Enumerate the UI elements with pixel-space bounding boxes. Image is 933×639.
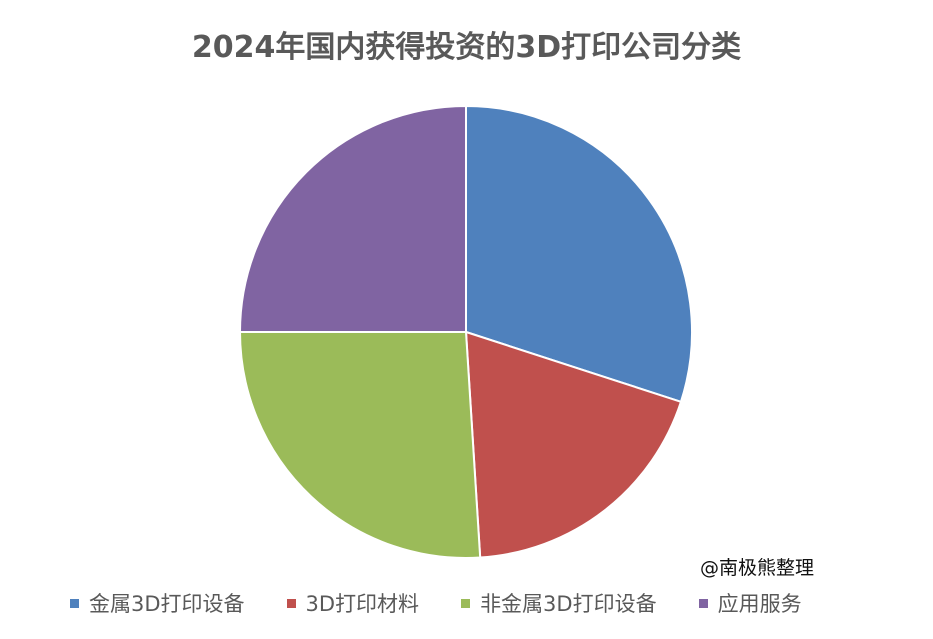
pie-chart [238, 104, 693, 559]
pie-slice-3 [238, 104, 467, 333]
legend-label: 金属3D打印设备 [89, 592, 245, 616]
pie-slice-0 [465, 104, 693, 404]
pie-slice-1 [464, 330, 683, 559]
legend-item-3: 应用服务 [698, 588, 802, 618]
pie-slice-2 [238, 331, 482, 559]
watermark-text: @南极熊整理 [700, 557, 815, 579]
chart-title: 2024年国内获得投资的3D打印公司分类 [191, 30, 742, 65]
legend-item-2: 非金属3D打印设备 [461, 588, 657, 618]
legend-label: 3D打印材料 [305, 592, 420, 616]
legend-item-1: 3D打印材料 [286, 588, 420, 618]
legend-swatch [461, 598, 471, 608]
legend-swatch [698, 598, 708, 608]
legend-swatch [286, 598, 296, 608]
legend: 金属3D打印设备 3D打印材料 非金属3D打印设备 应用服务 [70, 588, 890, 618]
legend-swatch [70, 598, 79, 608]
legend-item-0: 金属3D打印设备 [70, 588, 245, 618]
legend-label: 非金属3D打印设备 [480, 592, 657, 616]
legend-label: 应用服务 [717, 592, 802, 616]
